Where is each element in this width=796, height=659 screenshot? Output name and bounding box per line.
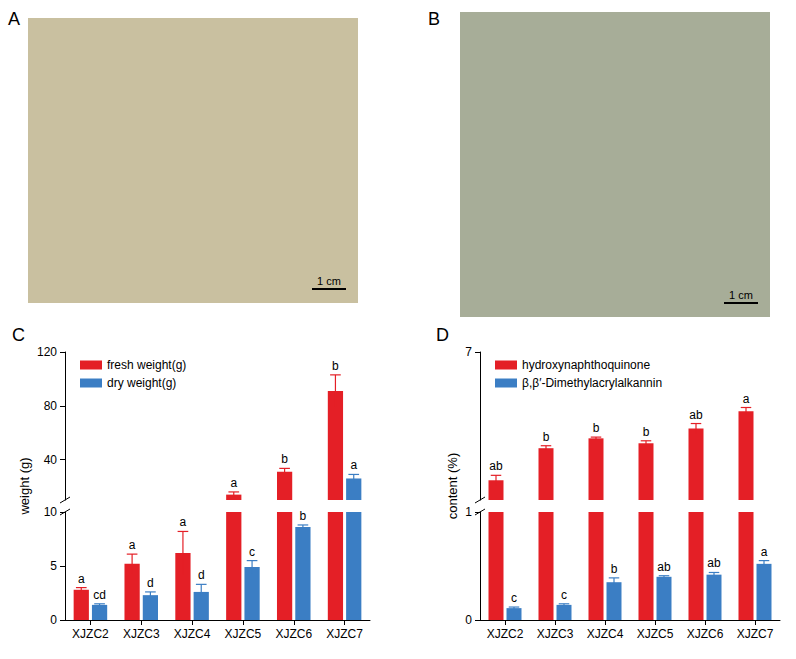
svg-text:hydroxynaphthoquinone: hydroxynaphthoquinone (522, 358, 650, 372)
svg-text:a: a (761, 545, 768, 559)
svg-text:5: 5 (50, 559, 57, 573)
svg-text:0: 0 (50, 613, 57, 627)
svg-text:c: c (249, 545, 255, 559)
svg-text:XJZC6: XJZC6 (687, 627, 724, 641)
svg-text:cd: cd (93, 588, 106, 602)
svg-text:XJZC3: XJZC3 (123, 627, 160, 641)
svg-text:7: 7 (465, 345, 472, 359)
svg-text:d: d (147, 576, 154, 590)
svg-text:a: a (743, 392, 750, 406)
svg-text:XJZC6: XJZC6 (275, 627, 312, 641)
svg-text:weight (g): weight (g) (17, 457, 32, 515)
svg-text:b: b (300, 509, 307, 523)
svg-text:C: C (12, 325, 25, 345)
svg-text:b: b (593, 421, 600, 435)
svg-text:1: 1 (465, 505, 472, 519)
svg-text:fresh weight(g): fresh weight(g) (107, 358, 186, 372)
svg-text:b: b (281, 452, 288, 466)
svg-text:XJZC7: XJZC7 (737, 627, 774, 641)
svg-text:XJZC5: XJZC5 (637, 627, 674, 641)
svg-text:10: 10 (44, 505, 58, 519)
svg-text:ab: ab (489, 459, 503, 473)
svg-text:XJZC2: XJZC2 (487, 627, 524, 641)
svg-text:XJZC7: XJZC7 (326, 627, 363, 641)
svg-text:a: a (78, 572, 85, 586)
svg-text:a: a (180, 515, 187, 529)
svg-text:XJZC3: XJZC3 (537, 627, 574, 641)
svg-text:c: c (561, 588, 567, 602)
svg-text:a: a (350, 458, 357, 472)
svg-text:ab: ab (689, 408, 703, 422)
svg-text:XJZC5: XJZC5 (225, 627, 262, 641)
svg-text:80: 80 (44, 399, 58, 413)
svg-text:D: D (436, 325, 449, 345)
svg-text:1 cm: 1 cm (317, 275, 341, 287)
svg-text:b: b (543, 430, 550, 444)
svg-text:ab: ab (707, 556, 721, 570)
svg-text:content (%): content (%) (445, 453, 460, 519)
svg-text:1 cm: 1 cm (729, 289, 753, 301)
svg-text:a: a (129, 538, 136, 552)
svg-text:B: B (428, 9, 440, 29)
svg-text:ab: ab (657, 560, 671, 574)
svg-text:0: 0 (465, 613, 472, 627)
svg-text:b: b (332, 359, 339, 373)
svg-text:b: b (611, 562, 618, 576)
svg-text:120: 120 (37, 345, 57, 359)
svg-text:β,β′-Dimethylacrylalkannin: β,β′-Dimethylacrylalkannin (522, 376, 662, 390)
svg-text:A: A (8, 9, 20, 29)
svg-text:XJZC4: XJZC4 (174, 627, 211, 641)
svg-text:XJZC2: XJZC2 (72, 627, 109, 641)
svg-text:a: a (230, 476, 237, 490)
svg-text:b: b (643, 425, 650, 439)
svg-text:c: c (511, 591, 517, 605)
svg-text:dry weight(g): dry weight(g) (107, 376, 176, 390)
svg-text:d: d (198, 568, 205, 582)
svg-text:40: 40 (44, 453, 58, 467)
svg-text:XJZC4: XJZC4 (587, 627, 624, 641)
